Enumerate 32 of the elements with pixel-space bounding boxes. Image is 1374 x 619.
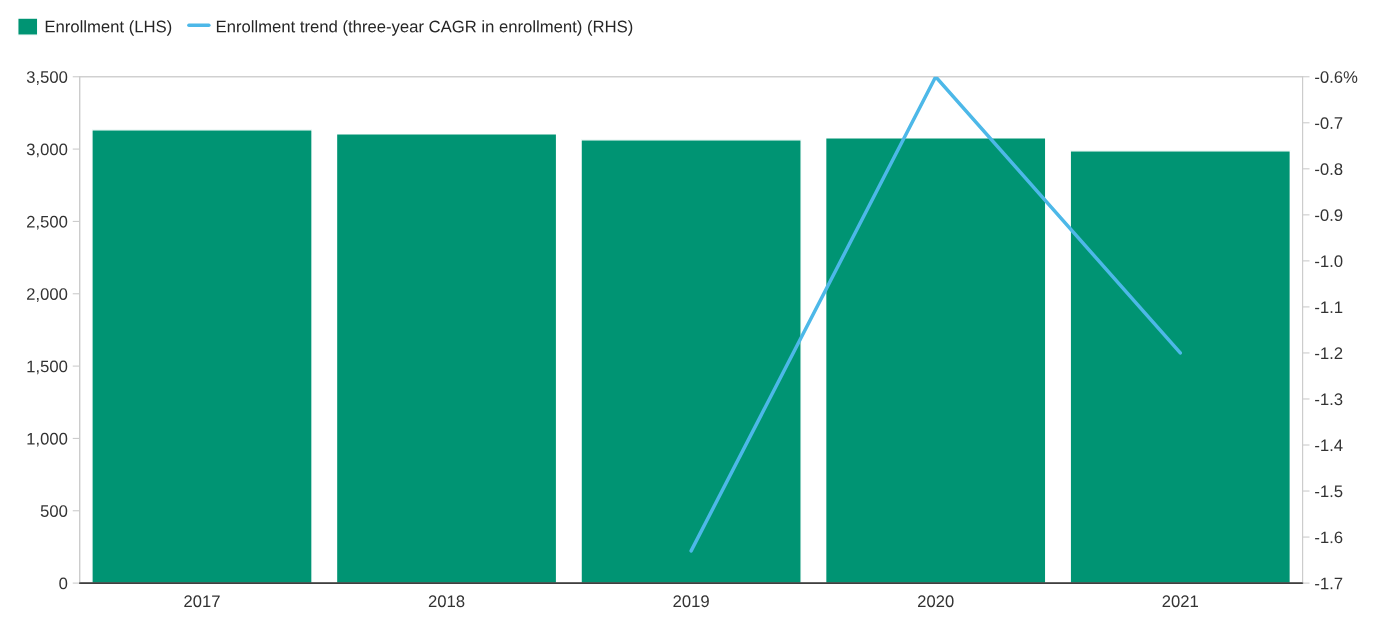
y2-tick-label: -1.5 <box>1315 485 1343 498</box>
y-tick-label: 1,500 <box>27 360 68 375</box>
x-tick-label: 2019 <box>673 595 709 608</box>
x-tick-label: 2021 <box>1162 595 1198 608</box>
y-tick-label: 3,000 <box>26 143 68 158</box>
x-tick-label: 2017 <box>184 595 220 608</box>
y2-tick-label: -1.2 <box>1315 347 1343 359</box>
bar <box>580 139 802 584</box>
y-tick-label: 2,500 <box>27 215 68 230</box>
y2-tick-label: -1.7 <box>1315 577 1343 590</box>
y-tick-label: 1,000 <box>27 432 68 447</box>
y2-tick-label: -1.4 <box>1315 439 1343 452</box>
y2-tick-label: -0.6% <box>1315 71 1358 83</box>
bar <box>824 137 1047 584</box>
bar <box>1069 150 1292 584</box>
y-tick-label: 0 <box>59 577 68 590</box>
bar <box>335 133 558 584</box>
y2-tick-label: -0.9 <box>1315 209 1343 222</box>
y2-tick-label: -1.0 <box>1315 255 1343 268</box>
y-tick-label: 500 <box>40 505 68 517</box>
x-tick-label: 2020 <box>918 595 954 608</box>
bar <box>91 129 313 584</box>
legend-label: Enrollment (LHS) <box>45 20 172 36</box>
legend-label: Enrollment trend (three-year CAGR in enrollment) (RHS) <box>216 20 633 36</box>
y2-tick-label: -1.6 <box>1315 531 1343 544</box>
y2-tick-label: -0.8 <box>1315 163 1343 176</box>
y2-tick-label: -1.1 <box>1315 301 1343 313</box>
y2-tick-label: -1.3 <box>1315 393 1343 406</box>
y2-tick-label: -0.7 <box>1315 117 1343 129</box>
y-tick-label: 2,000 <box>27 288 68 302</box>
y-tick-label: 3,500 <box>26 71 68 85</box>
x-tick-label: 2018 <box>428 595 465 608</box>
